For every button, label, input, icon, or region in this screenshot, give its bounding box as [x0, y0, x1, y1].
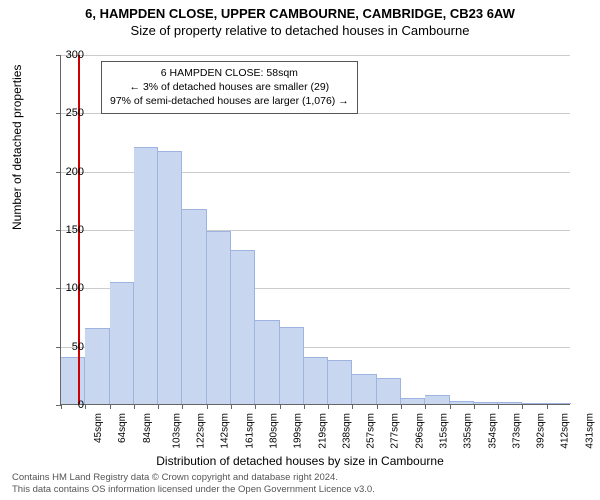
histogram-bar — [304, 357, 328, 404]
x-tick-label: 45sqm — [93, 413, 104, 443]
histogram-bar — [522, 403, 546, 404]
x-tick-label: 296sqm — [414, 413, 425, 449]
x-tick-label: 354sqm — [487, 413, 498, 449]
histogram-bar — [547, 403, 571, 404]
x-tick-label: 392sqm — [536, 413, 547, 449]
x-tick-label: 219sqm — [317, 413, 328, 449]
x-tick-mark — [401, 404, 402, 409]
y-tick-label: 250 — [54, 107, 84, 119]
histogram-bar — [61, 357, 85, 404]
x-tick-label: 142sqm — [220, 413, 231, 449]
y-tick-label: 0 — [54, 399, 84, 411]
y-tick-label: 200 — [54, 166, 84, 178]
x-tick-mark — [547, 404, 548, 409]
histogram-bar — [85, 328, 109, 404]
plot-area: 6 HAMPDEN CLOSE: 58sqm ← 3% of detached … — [60, 55, 570, 405]
x-tick-label: 161sqm — [244, 413, 255, 449]
histogram-bar — [450, 401, 474, 405]
y-tick-label: 300 — [54, 49, 84, 61]
x-tick-label: 335sqm — [463, 413, 474, 449]
y-tick-label: 100 — [54, 282, 84, 294]
x-tick-mark — [110, 404, 111, 409]
x-tick-mark — [450, 404, 451, 409]
x-tick-mark — [425, 404, 426, 409]
histogram-bar — [182, 209, 206, 404]
x-tick-mark — [231, 404, 232, 409]
x-tick-mark — [182, 404, 183, 409]
annotation-line: ← 3% of detached houses are smaller (29) — [110, 80, 349, 94]
histogram-bar — [401, 398, 425, 404]
x-tick-label: 257sqm — [366, 413, 377, 449]
histogram-bar — [255, 320, 279, 404]
x-tick-label: 373sqm — [511, 413, 522, 449]
x-tick-label: 431sqm — [584, 413, 595, 449]
y-tick-label: 150 — [54, 224, 84, 236]
histogram-bar — [110, 282, 134, 405]
x-tick-mark — [328, 404, 329, 409]
histogram-bar — [134, 147, 158, 404]
y-tick-label: 50 — [54, 341, 84, 353]
x-tick-mark — [522, 404, 523, 409]
histogram-bar — [425, 395, 449, 404]
histogram-chart: 6, HAMPDEN CLOSE, UPPER CAMBOURNE, CAMBR… — [0, 0, 600, 500]
x-tick-label: 122sqm — [196, 413, 207, 449]
histogram-bar — [377, 378, 401, 404]
x-tick-mark — [85, 404, 86, 409]
x-tick-mark — [498, 404, 499, 409]
annotation-line: 97% of semi-detached houses are larger (… — [110, 94, 349, 108]
histogram-bar — [231, 250, 255, 404]
chart-title-address: 6, HAMPDEN CLOSE, UPPER CAMBOURNE, CAMBR… — [0, 6, 600, 21]
histogram-bar — [280, 327, 304, 404]
annotation-box: 6 HAMPDEN CLOSE: 58sqm ← 3% of detached … — [101, 61, 358, 114]
x-tick-label: 64sqm — [117, 413, 128, 443]
histogram-bar — [498, 402, 522, 404]
histogram-bar — [352, 374, 376, 404]
histogram-bar — [207, 231, 231, 404]
x-tick-label: 103sqm — [171, 413, 182, 449]
footer-line: Contains HM Land Registry data © Crown c… — [12, 472, 375, 484]
x-tick-label: 277sqm — [390, 413, 401, 449]
y-axis-label: Number of detached properties — [10, 65, 24, 230]
x-tick-mark — [158, 404, 159, 409]
chart-titles: 6, HAMPDEN CLOSE, UPPER CAMBOURNE, CAMBR… — [0, 0, 600, 38]
footer-line: This data contains OS information licens… — [12, 484, 375, 496]
x-tick-mark — [377, 404, 378, 409]
x-tick-label: 180sqm — [269, 413, 280, 449]
histogram-bar — [328, 360, 352, 404]
annotation-line: 6 HAMPDEN CLOSE: 58sqm — [110, 66, 349, 80]
gridline — [61, 55, 570, 56]
x-tick-mark — [280, 404, 281, 409]
x-tick-label: 315sqm — [439, 413, 450, 449]
x-tick-label: 238sqm — [341, 413, 352, 449]
x-tick-mark — [352, 404, 353, 409]
x-tick-label: 412sqm — [560, 413, 571, 449]
x-tick-label: 199sqm — [293, 413, 304, 449]
x-tick-mark — [304, 404, 305, 409]
histogram-bar — [474, 402, 498, 404]
x-tick-mark — [207, 404, 208, 409]
histogram-bar — [158, 151, 182, 404]
x-tick-mark — [134, 404, 135, 409]
x-axis-label: Distribution of detached houses by size … — [0, 454, 600, 468]
x-tick-label: 84sqm — [142, 413, 153, 443]
x-tick-mark — [474, 404, 475, 409]
chart-subtitle: Size of property relative to detached ho… — [0, 23, 600, 38]
footer-attribution: Contains HM Land Registry data © Crown c… — [12, 472, 375, 496]
x-tick-mark — [255, 404, 256, 409]
